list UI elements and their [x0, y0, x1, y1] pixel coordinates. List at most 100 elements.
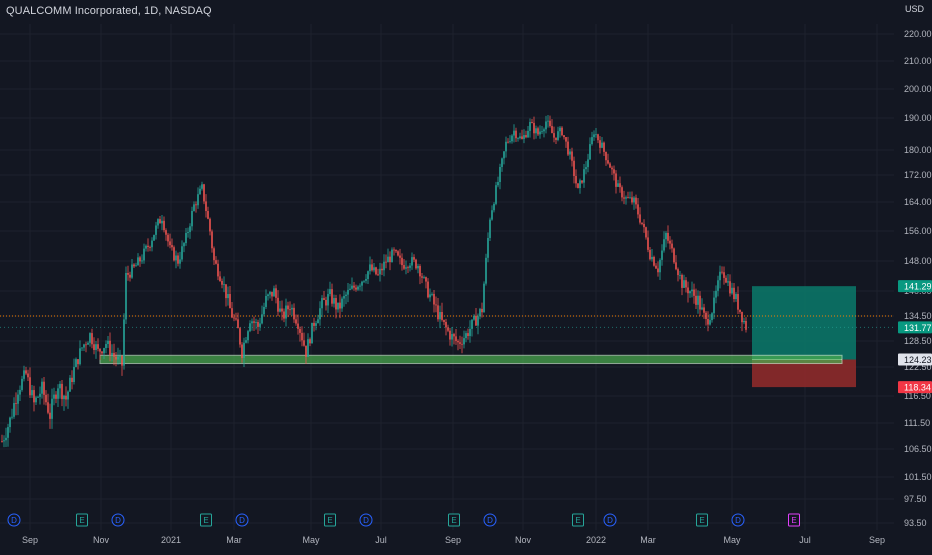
candle-body[interactable] [493, 203, 495, 211]
candle-body[interactable] [331, 289, 333, 304]
candle-body[interactable] [81, 347, 83, 349]
candle-body[interactable] [271, 291, 273, 297]
candle-body[interactable] [191, 210, 193, 227]
candle-body[interactable] [489, 219, 491, 238]
candle-body[interactable] [295, 319, 297, 324]
earnings-marker[interactable] [696, 513, 708, 527]
candle-body[interactable] [469, 328, 471, 336]
earnings-marker[interactable] [324, 513, 336, 527]
candle-body[interactable] [715, 290, 717, 298]
candle-body[interactable] [647, 237, 649, 250]
candle-body[interactable] [63, 395, 65, 400]
candle-body[interactable] [683, 280, 685, 288]
candle-body[interactable] [135, 265, 137, 267]
candle-body[interactable] [237, 319, 239, 329]
candle-body[interactable] [127, 272, 129, 275]
candle-body[interactable] [21, 378, 23, 390]
candle-body[interactable] [687, 287, 689, 294]
candle-body[interactable] [85, 344, 87, 346]
candle-body[interactable] [601, 142, 603, 148]
earnings-marker[interactable] [572, 513, 584, 527]
candle-body[interactable] [525, 135, 527, 138]
candle-body[interactable] [73, 366, 75, 383]
candle-body[interactable] [465, 333, 467, 339]
candle-body[interactable] [233, 317, 235, 319]
candle-body[interactable] [697, 295, 699, 305]
candle-body[interactable] [123, 319, 125, 366]
candle-body[interactable] [19, 389, 21, 395]
candle-body[interactable] [187, 232, 189, 233]
candle-body[interactable] [445, 321, 447, 328]
candle-body[interactable] [453, 334, 455, 337]
candle-body[interactable] [255, 322, 257, 323]
candle-body[interactable] [39, 393, 41, 397]
candle-body[interactable] [451, 334, 453, 340]
candle-body[interactable] [731, 287, 733, 294]
candle-body[interactable] [513, 130, 515, 136]
candle-body[interactable] [633, 197, 635, 203]
candle-body[interactable] [437, 305, 439, 320]
candle-body[interactable] [615, 173, 617, 187]
candle-body[interactable] [43, 381, 45, 395]
candle-body[interactable] [693, 289, 695, 296]
candle-body[interactable] [599, 140, 601, 148]
candle-body[interactable] [589, 144, 591, 160]
candle-body[interactable] [207, 211, 209, 219]
candle-body[interactable] [101, 351, 103, 354]
candle-body[interactable] [181, 246, 183, 260]
candle-body[interactable] [415, 259, 417, 269]
candle-body[interactable] [607, 160, 609, 164]
candle-body[interactable] [671, 243, 673, 249]
candle-body[interactable] [519, 136, 521, 139]
candle-body[interactable] [197, 194, 199, 206]
candle-body[interactable] [383, 261, 385, 271]
support-zone[interactable] [99, 354, 843, 365]
candle-body[interactable] [337, 302, 339, 310]
candle-body[interactable] [227, 294, 229, 299]
candle-body[interactable] [367, 271, 369, 279]
candle-body[interactable] [245, 340, 247, 343]
candle-body[interactable] [467, 333, 469, 336]
candle-body[interactable] [325, 299, 327, 306]
candle-body[interactable] [51, 398, 53, 419]
candle-body[interactable] [7, 427, 9, 438]
candle-body[interactable] [495, 185, 497, 204]
candle-body[interactable] [409, 265, 411, 268]
candle-body[interactable] [329, 289, 331, 295]
candle-body[interactable] [173, 247, 175, 261]
candle-body[interactable] [175, 255, 177, 261]
candle-body[interactable] [571, 151, 573, 161]
candle-body[interactable] [657, 268, 659, 273]
candle-body[interactable] [395, 250, 397, 252]
candle-body[interactable] [709, 320, 711, 325]
candle-body[interactable] [497, 182, 499, 186]
candle-body[interactable] [257, 322, 259, 327]
candle-body[interactable] [37, 396, 39, 398]
candle-body[interactable] [29, 377, 31, 396]
dividend-marker[interactable] [483, 513, 497, 527]
candle-body[interactable] [161, 220, 163, 224]
candle-body[interactable] [533, 122, 535, 134]
candle-body[interactable] [345, 294, 347, 296]
candle-body[interactable] [341, 298, 343, 309]
upcoming-earnings-marker[interactable] [788, 513, 800, 527]
candle-body[interactable] [209, 218, 211, 232]
currency-label[interactable]: USD [905, 4, 925, 14]
candle-body[interactable] [253, 321, 255, 323]
candle-body[interactable] [171, 245, 173, 248]
candle-body[interactable] [95, 344, 97, 350]
price-label[interactable]: 141.29 [904, 282, 932, 292]
candle-body[interactable] [613, 169, 615, 174]
candle-body[interactable] [591, 137, 593, 145]
candle-body[interactable] [213, 248, 215, 261]
candle-body[interactable] [45, 394, 47, 403]
candle-body[interactable] [707, 318, 709, 325]
candle-body[interactable] [65, 395, 67, 400]
candle-body[interactable] [459, 342, 461, 344]
candle-body[interactable] [339, 302, 341, 309]
candle-body[interactable] [115, 356, 117, 360]
candle-body[interactable] [297, 323, 299, 329]
candle-body[interactable] [231, 308, 233, 318]
candle-body[interactable] [483, 283, 485, 313]
candle-body[interactable] [385, 261, 387, 263]
